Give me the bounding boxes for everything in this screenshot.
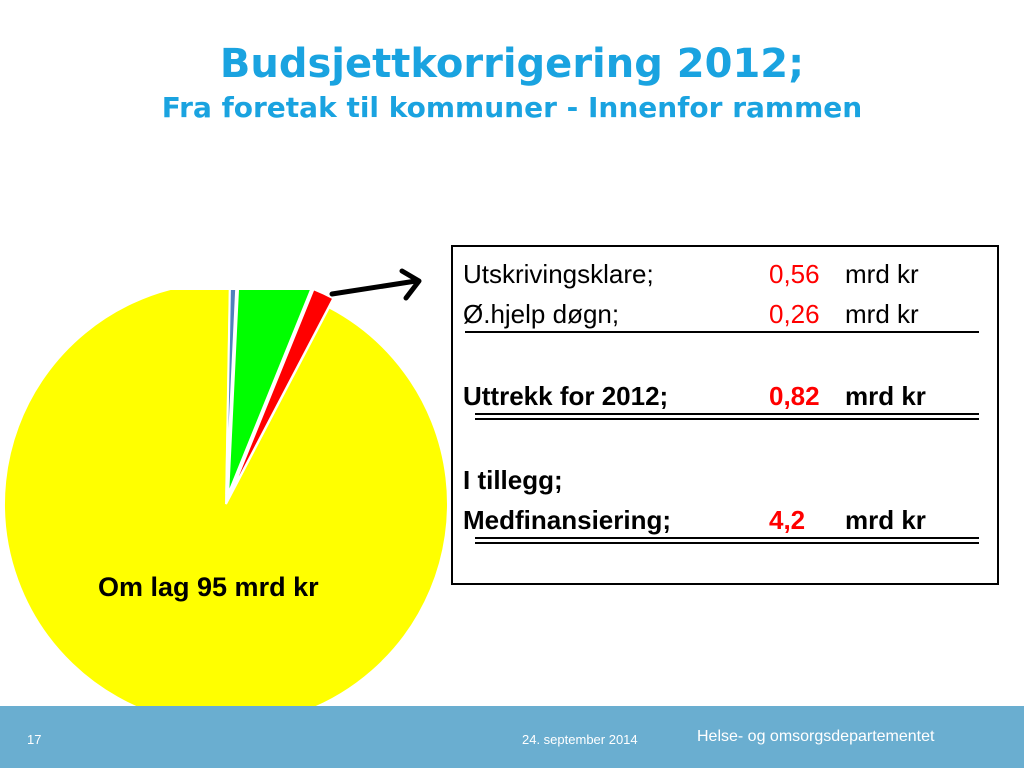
page-title: Budsjettkorrigering 2012; — [219, 41, 805, 87]
double-divider-bottom — [475, 542, 979, 544]
info-row-value: 4,2 — [769, 505, 806, 535]
info-row-label: Utskrivingsklare; — [463, 259, 654, 289]
footer-bar: 17 24. september 2014 Helse- og omsorgsd… — [0, 706, 1024, 768]
info-row-label: Medfinansiering; — [463, 505, 672, 535]
info-row-unit: mrd kr — [845, 505, 926, 535]
info-row-unit: mrd kr — [845, 299, 919, 329]
pie-center-label: Om lag 95 mrd kr — [98, 572, 319, 602]
footer-organization: Helse- og omsorgsdepartementet — [697, 728, 935, 745]
footer-date: 24. september 2014 — [522, 732, 638, 747]
pie-slice-green — [227, 290, 312, 495]
info-row-value: 0,26 — [769, 299, 820, 329]
page-subtitle: Fra foretak til kommuner - Innenfor ramm… — [161, 91, 863, 124]
info-row-label: Ø.hjelp døgn; — [463, 299, 620, 329]
pie-slice-main — [3, 290, 449, 710]
divider — [465, 331, 979, 333]
info-row-value: 0,56 — [769, 259, 820, 289]
double-divider-top — [475, 413, 979, 415]
pie-slice-blue — [225, 290, 238, 495]
double-divider-top — [475, 537, 979, 539]
arrow-right-icon — [329, 268, 422, 301]
info-row-value: 0,82 — [769, 381, 820, 411]
pie-slice-red — [229, 290, 335, 496]
page-number: 17 — [27, 732, 42, 747]
info-row-unit: mrd kr — [845, 259, 919, 289]
info-box: Utskrivingsklare; 0,56 mrd kr Ø.hjelp dø… — [451, 245, 999, 585]
pie-chart — [3, 290, 449, 710]
info-row-unit: mrd kr — [845, 381, 926, 411]
title-block: Budsjettkorrigering 2012; Fra foretak ti… — [0, 38, 1024, 126]
double-divider-bottom — [475, 418, 979, 420]
info-row-label: Uttrekk for 2012; — [463, 381, 669, 411]
info-row-label: I tillegg; — [463, 465, 563, 495]
